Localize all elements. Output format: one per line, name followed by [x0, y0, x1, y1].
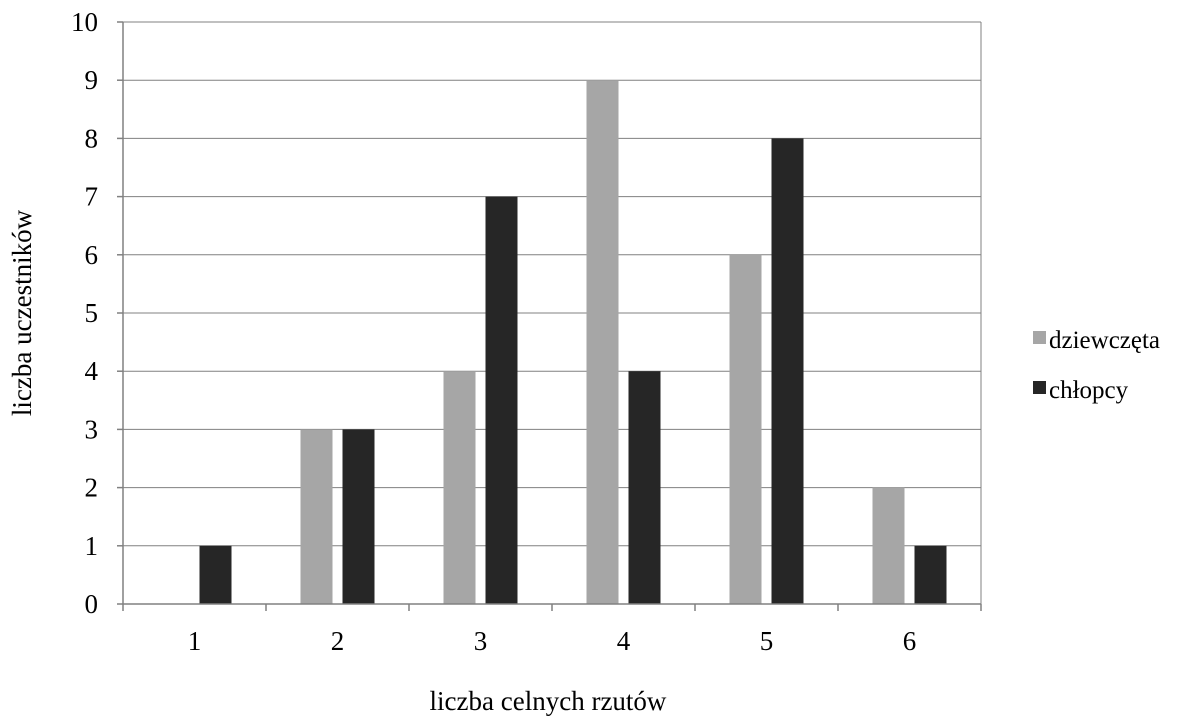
- bar-chlopcy: [342, 429, 375, 604]
- bar-chlopcy: [628, 371, 661, 604]
- legend-swatch-dziewczeta: [1033, 331, 1046, 344]
- bar-chlopcy: [771, 138, 804, 604]
- axes: [117, 21, 982, 611]
- x-tick-labels: 1 2 3 4 5 6: [188, 626, 917, 656]
- x-tick-label: 1: [188, 626, 202, 656]
- y-tick-label: 8: [85, 123, 99, 153]
- bar-chlopcy: [485, 196, 518, 604]
- bars: [199, 80, 947, 605]
- bar-dziewczeta: [300, 429, 333, 604]
- legend: dziewczęta chłopcy: [1033, 327, 1160, 404]
- legend-swatch-chlopcy: [1033, 381, 1046, 394]
- x-tick-label: 4: [617, 626, 631, 656]
- legend-label-chlopcy: chłopcy: [1049, 377, 1129, 404]
- bar-dziewczeta: [586, 80, 619, 604]
- bar-dziewczeta: [872, 487, 905, 604]
- y-tick-labels: 0 1 2 3 4 5 6 7 8 9 10: [71, 7, 99, 619]
- y-tick-label: 3: [85, 414, 99, 444]
- bar-dziewczeta: [729, 254, 762, 605]
- y-tick-label: 1: [85, 531, 99, 561]
- bar-dziewczeta: [443, 371, 476, 604]
- x-tick-label: 3: [474, 626, 488, 656]
- y-tick-label: 4: [85, 356, 99, 386]
- x-tick-label: 6: [903, 626, 917, 656]
- y-tick-label: 0: [85, 589, 99, 619]
- y-tick-label: 2: [85, 473, 99, 503]
- y-tick-label: 9: [85, 65, 99, 95]
- y-axis-label: liczba uczestników: [7, 209, 37, 416]
- y-tick-label: 5: [85, 298, 99, 328]
- y-tick-label: 7: [85, 182, 99, 212]
- legend-label-dziewczeta: dziewczęta: [1049, 327, 1160, 354]
- gridlines: [123, 21, 981, 547]
- bar-chlopcy: [199, 545, 232, 604]
- bar-chlopcy: [914, 545, 947, 604]
- x-tick-label: 2: [331, 626, 345, 656]
- x-tick-label: 5: [760, 626, 774, 656]
- y-tick-label: 6: [85, 240, 99, 270]
- y-tick-label: 10: [71, 7, 98, 37]
- x-axis-label: liczba celnych rzutów: [430, 686, 667, 716]
